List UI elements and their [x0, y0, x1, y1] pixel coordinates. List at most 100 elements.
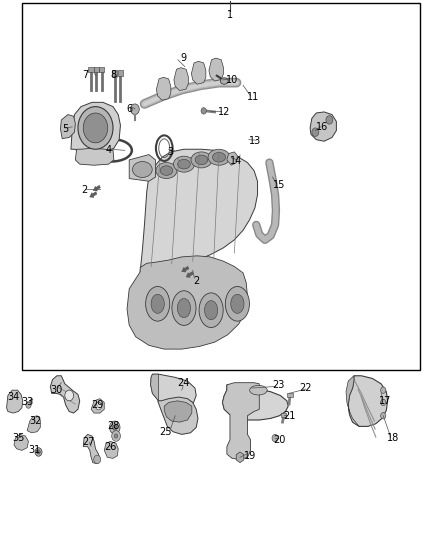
Text: 23: 23 [272, 380, 284, 390]
Bar [94, 67, 99, 72]
Circle shape [26, 402, 31, 408]
Bar [287, 393, 293, 397]
Circle shape [112, 431, 120, 441]
Text: 13: 13 [249, 136, 261, 146]
Polygon shape [174, 68, 188, 91]
Ellipse shape [151, 294, 164, 313]
Text: 16: 16 [316, 122, 328, 132]
Ellipse shape [212, 152, 226, 162]
Ellipse shape [156, 163, 177, 179]
Polygon shape [129, 155, 155, 181]
Polygon shape [127, 256, 247, 349]
Text: 24: 24 [177, 378, 189, 387]
Ellipse shape [250, 385, 267, 395]
Polygon shape [151, 374, 196, 408]
Polygon shape [348, 376, 388, 426]
Circle shape [110, 421, 120, 434]
Polygon shape [140, 149, 258, 272]
Ellipse shape [160, 166, 173, 175]
Circle shape [78, 107, 113, 149]
Text: 20: 20 [273, 435, 286, 445]
Ellipse shape [205, 301, 218, 320]
Text: 33: 33 [21, 398, 33, 407]
Bar [118, 70, 123, 76]
Text: 2: 2 [193, 276, 199, 286]
Bar [88, 67, 94, 72]
Ellipse shape [208, 149, 230, 165]
Ellipse shape [231, 294, 244, 313]
Circle shape [94, 455, 101, 464]
Text: 26: 26 [104, 442, 117, 451]
Text: 27: 27 [82, 438, 95, 447]
Polygon shape [7, 390, 23, 413]
Text: 12: 12 [218, 107, 230, 117]
Polygon shape [191, 61, 206, 84]
Ellipse shape [195, 155, 208, 165]
Text: 10: 10 [226, 75, 238, 85]
Bar [281, 413, 286, 417]
Text: 5: 5 [62, 124, 68, 134]
Polygon shape [60, 115, 75, 139]
Polygon shape [83, 434, 100, 464]
Polygon shape [346, 376, 359, 426]
Text: 35: 35 [12, 433, 25, 443]
FancyArrow shape [90, 192, 97, 197]
Ellipse shape [225, 287, 250, 321]
Text: 19: 19 [244, 451, 256, 461]
Text: 14: 14 [230, 156, 242, 166]
Polygon shape [104, 441, 118, 458]
Ellipse shape [191, 152, 212, 168]
Text: 30: 30 [50, 385, 62, 395]
FancyArrow shape [186, 272, 193, 277]
Text: 17: 17 [379, 396, 392, 406]
Text: 18: 18 [387, 433, 399, 443]
Polygon shape [50, 376, 80, 413]
Circle shape [272, 434, 278, 442]
Text: 9: 9 [180, 53, 186, 62]
Text: 8: 8 [110, 70, 116, 79]
Bar [112, 70, 117, 76]
Circle shape [113, 425, 117, 430]
Circle shape [95, 402, 102, 410]
Polygon shape [227, 152, 237, 165]
Circle shape [381, 413, 386, 419]
FancyArrow shape [93, 185, 100, 191]
Circle shape [312, 128, 319, 136]
Ellipse shape [172, 291, 196, 325]
Circle shape [381, 399, 386, 406]
Polygon shape [91, 399, 104, 413]
Polygon shape [158, 397, 198, 434]
Ellipse shape [173, 156, 194, 172]
Text: 3: 3 [168, 147, 174, 157]
Text: 6: 6 [126, 104, 132, 114]
Polygon shape [223, 383, 259, 459]
Polygon shape [310, 112, 336, 141]
Text: 1: 1 [227, 10, 233, 20]
Text: 31: 31 [28, 446, 40, 455]
Text: 29: 29 [91, 400, 103, 410]
Polygon shape [27, 416, 40, 433]
Text: 4: 4 [106, 146, 112, 155]
Text: 32: 32 [30, 416, 42, 426]
Ellipse shape [132, 161, 152, 177]
Polygon shape [156, 77, 171, 100]
Ellipse shape [178, 159, 190, 169]
Circle shape [114, 434, 118, 438]
Ellipse shape [199, 293, 223, 327]
Bar [22, 3, 420, 370]
Circle shape [83, 113, 108, 143]
Text: 25: 25 [159, 427, 172, 437]
Text: 28: 28 [107, 422, 119, 431]
Polygon shape [164, 401, 192, 422]
Text: 22: 22 [300, 383, 312, 393]
FancyArrow shape [182, 266, 189, 272]
Polygon shape [71, 102, 120, 154]
Polygon shape [209, 58, 223, 81]
Circle shape [37, 450, 40, 454]
Text: 7: 7 [82, 70, 88, 79]
Ellipse shape [145, 287, 170, 321]
Bar [99, 67, 104, 72]
Circle shape [35, 448, 42, 456]
Circle shape [131, 104, 139, 115]
Ellipse shape [220, 78, 228, 84]
